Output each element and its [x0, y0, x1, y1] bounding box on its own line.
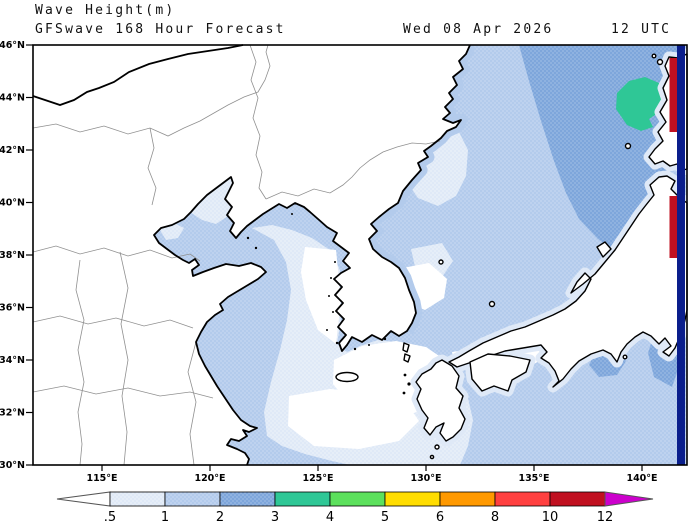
colorbar-label: 8: [491, 510, 499, 525]
lon-label: 120°E: [194, 473, 225, 484]
lat-labels: 46°N 44°N 42°N 40°N 38°N 36°N 34°N 32°N …: [0, 40, 25, 471]
colorbar-segment-2-3: [219, 491, 276, 507]
colorbar-label: 3: [271, 510, 279, 525]
ulleung-island: [438, 259, 444, 265]
lat-axis: [26, 44, 33, 466]
edge-strip-10-12m-south: [669, 196, 677, 258]
lat-label: 40°N: [0, 198, 25, 209]
forecast-title: GFSwave 168 Hour Forecast: [35, 22, 286, 37]
izu-oshima-island: [622, 354, 628, 360]
edge-strip-navy: [677, 45, 685, 465]
sado-island: [596, 241, 612, 258]
product-title: Wave Height(m): [35, 3, 176, 18]
colorbar-label: 2: [216, 510, 224, 525]
lat-label: 42°N: [0, 145, 25, 156]
fill-bohai-halfm: [190, 177, 238, 224]
lon-label: 115°E: [86, 473, 117, 484]
lat-label: 36°N: [0, 303, 25, 314]
fill-hokkaido-west-3-4m: [616, 77, 665, 131]
colorbar-segment-3-4: [274, 491, 331, 507]
colorbar-labels: .5 1 2 3 4 5 6 8 10 12: [104, 510, 613, 525]
lon-label: 140°E: [626, 473, 657, 484]
rebun-island: [651, 53, 657, 59]
rishiri-island: [656, 58, 664, 66]
valid-time: 12 UTC: [611, 22, 672, 37]
colorbar-segment-1-2: [164, 491, 221, 507]
admin-borders: [32, 44, 441, 466]
lat-label: 32°N: [0, 408, 25, 419]
colorbar-label: 6: [436, 510, 444, 525]
colorbar-arrow-above-max: [604, 491, 654, 507]
lat-label: 34°N: [0, 355, 25, 366]
kyushu-island: [415, 359, 466, 442]
colorbar-label: 12: [597, 510, 614, 525]
russia-china-border: [32, 44, 244, 106]
tanegashima-island: [434, 444, 440, 450]
edge-strip-10-12m-north: [669, 58, 677, 132]
coastal-islets: [246, 213, 411, 395]
colorbar-segment-8-10: [494, 491, 551, 507]
lat-label: 46°N: [0, 40, 25, 51]
lon-label: 135°E: [518, 473, 549, 484]
colorbar-segment-10-12: [549, 491, 606, 507]
colorbar-label: 1: [161, 510, 169, 525]
colorbar-arrow-below-min: [56, 491, 111, 507]
colorbar-segment-5-6: [384, 491, 441, 507]
jeju-island: [335, 371, 359, 383]
fill-yellowsea-east-calm: [301, 247, 341, 344]
valid-date: Wed 08 Apr 2026: [403, 22, 554, 37]
colorbar: .5 1 2 3 4 5 6 8 10 12: [56, 491, 654, 525]
colorbar-segment-6-8: [439, 491, 496, 507]
fill-ecs-calm-patch: [288, 389, 419, 449]
lon-axis: [101, 465, 643, 471]
lon-label: 125°E: [302, 473, 333, 484]
colorbar-label: 10: [542, 510, 559, 525]
colorbar-label: .5: [104, 510, 116, 525]
lat-label: 30°N: [0, 460, 25, 471]
colorbar-label: 5: [381, 510, 389, 525]
colorbar-segment-4-5: [329, 491, 386, 507]
mainland-coastline: [153, 44, 471, 466]
lat-label: 38°N: [0, 250, 25, 261]
lat-label: 44°N: [0, 93, 25, 104]
yakushima-island: [429, 454, 435, 460]
honshu-island: [448, 175, 688, 388]
tsushima-island: [402, 342, 411, 363]
lon-labels: 115°E 120°E 125°E 130°E 135°E 140°E: [86, 473, 657, 484]
okushiri-island: [624, 142, 632, 150]
shikoku-island: [469, 353, 531, 392]
oki-island: [488, 300, 496, 308]
colorbar-segment-0.5-1: [109, 491, 166, 507]
colorbar-label: 4: [326, 510, 334, 525]
lon-label: 130°E: [410, 473, 441, 484]
